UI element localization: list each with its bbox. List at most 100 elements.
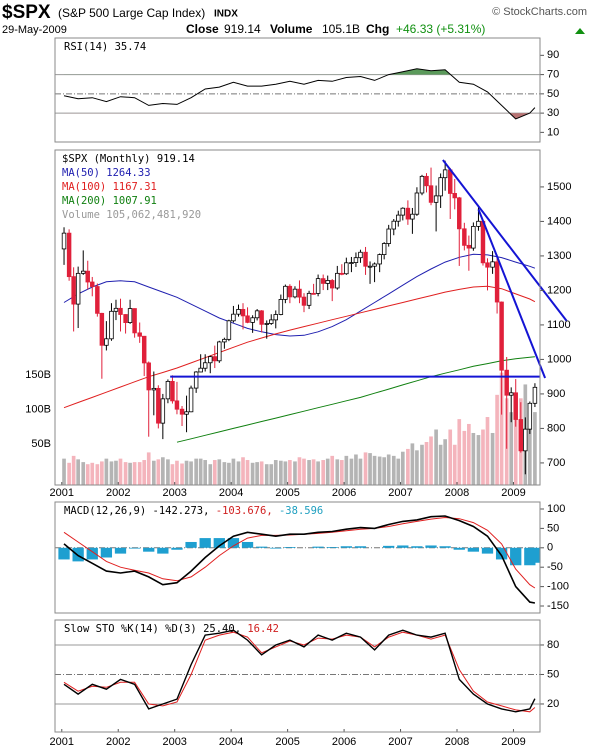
candle-body	[184, 411, 189, 415]
volume-bar	[302, 458, 306, 485]
volume-bar	[490, 432, 495, 485]
overbought-fill	[388, 68, 451, 75]
candle-body	[273, 314, 278, 321]
y-tick-label: 80	[547, 639, 559, 651]
candle-body	[466, 244, 472, 249]
volume-bar	[372, 455, 377, 485]
x-tick-label: 2006	[332, 736, 356, 748]
candle-body	[287, 285, 293, 298]
volume-bar	[114, 460, 118, 485]
rsi-line	[63, 68, 536, 120]
y-tick-label: 20	[547, 698, 559, 710]
candle-body	[433, 195, 439, 203]
candle-body	[90, 281, 95, 287]
volume-bar	[344, 455, 349, 485]
candle-body	[442, 169, 448, 179]
histogram-bar	[510, 547, 522, 566]
x-tick-label: 2008	[445, 487, 469, 499]
candle-body	[508, 392, 514, 396]
volume-bar	[166, 459, 170, 485]
volume-tick-label: 150B	[25, 369, 51, 381]
volume-bar	[128, 462, 132, 485]
volume-bar	[279, 460, 283, 485]
x-tick-label: 2008	[445, 736, 469, 748]
histogram-bar	[439, 546, 451, 548]
volume-bar	[222, 462, 227, 485]
candle-body	[174, 400, 180, 410]
volume-bar	[443, 439, 447, 485]
candle-body	[311, 292, 316, 295]
candle-body	[123, 314, 128, 323]
volume-bar	[476, 435, 481, 485]
volume-bar	[429, 436, 433, 485]
candle-body	[259, 310, 264, 325]
legend-text: 919.14	[157, 153, 195, 165]
histogram-bar	[128, 547, 141, 549]
legend-text: -103.676,	[216, 505, 273, 517]
histogram-bar	[171, 547, 183, 550]
y-tick-label: 1000	[547, 353, 571, 365]
histogram-bar	[270, 547, 282, 549]
legend-text: Volume	[62, 209, 100, 221]
candle-body	[339, 272, 345, 275]
volume-bar	[316, 461, 320, 485]
y-tick-label: 10	[547, 126, 559, 138]
candle-body	[85, 270, 90, 283]
candle-body	[424, 175, 429, 187]
volume-bar	[203, 460, 208, 485]
candle-body	[109, 310, 114, 340]
candle-body	[504, 369, 509, 396]
candle-body	[400, 207, 406, 216]
change-label: Chg	[366, 22, 389, 36]
candle-body	[410, 213, 415, 220]
candle-body	[386, 228, 391, 244]
candle-body	[170, 380, 175, 402]
histogram-bar	[383, 545, 395, 548]
volume-bar	[81, 462, 86, 485]
candle-body	[231, 313, 236, 322]
legend-text: 1007.91	[113, 195, 157, 207]
volume-bar	[151, 460, 156, 485]
volume-bar	[448, 429, 453, 485]
candle-body	[165, 380, 171, 400]
candle-body	[212, 356, 218, 362]
candle-body	[66, 232, 72, 278]
candle-body	[132, 308, 137, 334]
y-tick-label: 0	[547, 542, 553, 554]
volume-bar	[438, 444, 443, 485]
histogram-bar	[425, 545, 437, 548]
x-tick-label: 2005	[275, 736, 299, 748]
y-tick-label: 50	[547, 88, 559, 100]
volume-bar	[175, 460, 179, 485]
histogram-bar	[326, 547, 338, 548]
panel-border	[54, 619, 541, 733]
close-value: 919.14	[224, 22, 261, 36]
legend-text: -142.273,	[153, 505, 210, 517]
x-tick-label: 2009	[501, 487, 525, 499]
volume-bar	[499, 372, 504, 485]
legend-text: MA(50)	[62, 167, 100, 179]
volume-bar	[180, 463, 184, 485]
volume-bar	[100, 461, 104, 485]
histogram-bar	[256, 546, 268, 548]
legend-text: 16.42	[247, 623, 279, 635]
volume-bar	[382, 457, 386, 485]
candle-body	[306, 292, 312, 306]
volume-bar	[95, 464, 100, 485]
legend-entry: Volume 105,062,481,920	[62, 209, 201, 221]
candle-body	[358, 251, 363, 259]
histogram-bar	[354, 546, 367, 548]
volume-bar	[471, 432, 476, 485]
volume-bar	[434, 429, 438, 485]
legend-text: 35.74	[115, 41, 147, 53]
date: 29-May-2009	[2, 24, 67, 36]
legend-text: MACD(12,26,9)	[64, 505, 146, 517]
y-tick-label: 90	[547, 49, 559, 61]
candle-body	[320, 278, 326, 284]
panel-frame	[54, 619, 541, 733]
x-tick-label: 2001	[50, 736, 74, 748]
volume-bar	[400, 451, 405, 485]
volume-bar	[321, 460, 326, 485]
candle-body	[452, 193, 457, 199]
